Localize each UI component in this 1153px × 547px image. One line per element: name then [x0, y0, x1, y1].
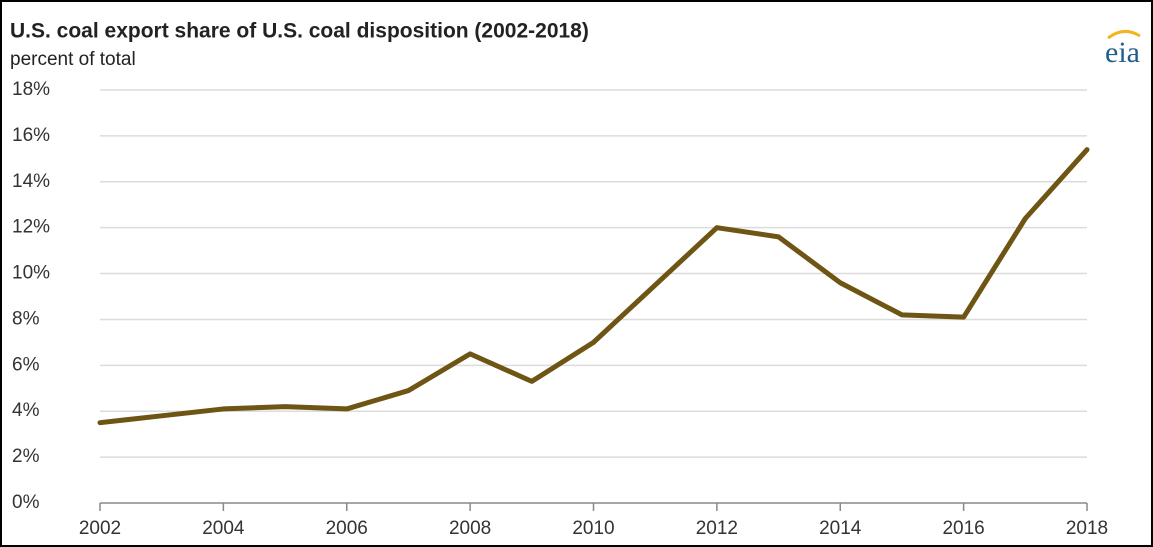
y-tick-label: 8%: [12, 308, 40, 329]
y-tick-label: 6%: [12, 354, 40, 375]
y-tick-label: 16%: [12, 125, 50, 146]
x-tick-label: 2018: [1066, 518, 1108, 539]
x-tick-label: 2002: [79, 518, 121, 539]
x-tick-label: 2004: [202, 518, 245, 539]
x-tick-label: 2012: [696, 518, 738, 539]
y-tick-label: 10%: [12, 263, 50, 284]
x-tick-label: 2006: [326, 518, 368, 539]
logo: eia: [1105, 36, 1140, 69]
x-tick-label: 2016: [942, 518, 984, 539]
x-tick-label: 2008: [449, 518, 491, 539]
y-tick-label: 12%: [12, 217, 50, 238]
chart-subtitle: percent of total: [10, 49, 136, 70]
y-tick-label: 18%: [12, 79, 50, 100]
line: [97, 147, 1090, 426]
x-tick-label: 2014: [819, 518, 862, 539]
y-tick-label: 4%: [12, 400, 40, 421]
y-tick-label: 14%: [12, 171, 50, 192]
y-tick-label: 2%: [12, 446, 40, 467]
chart-title: U.S. coal export share of U.S. coal disp…: [10, 20, 589, 43]
logo-arc: [1107, 30, 1141, 40]
y-tick-label: 0%: [12, 492, 40, 513]
x-tick-label: 2010: [572, 518, 614, 539]
